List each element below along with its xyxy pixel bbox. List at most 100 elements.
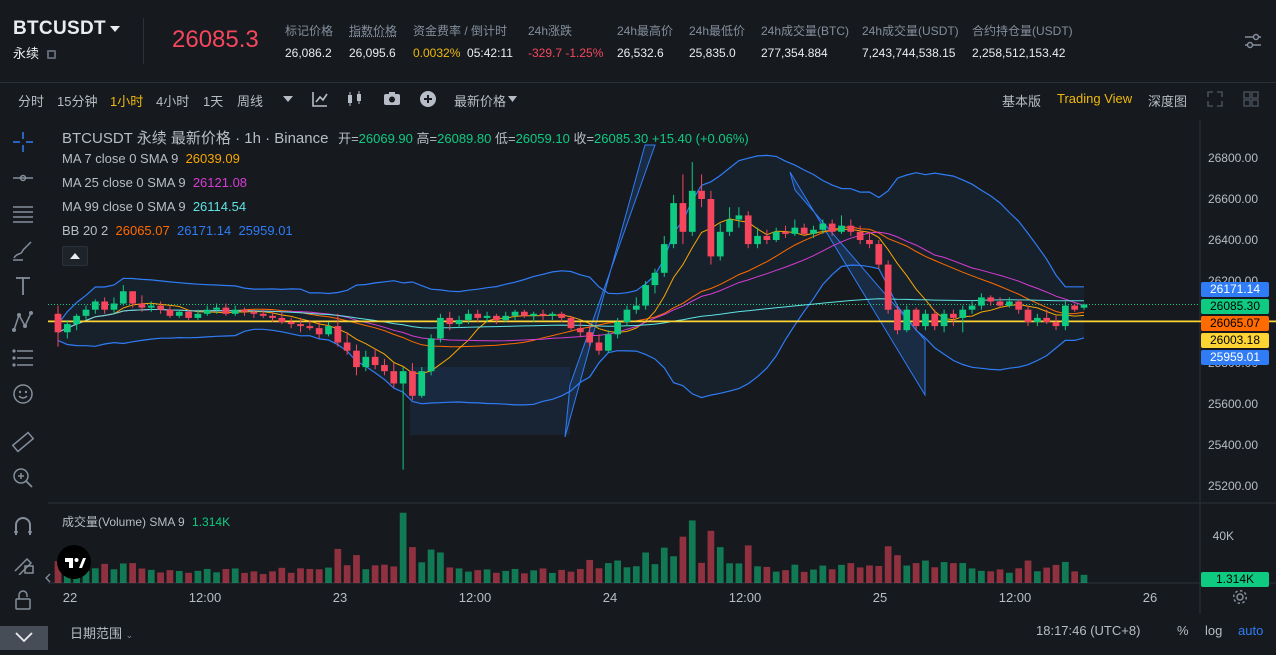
candle-body: [82, 309, 90, 316]
candle-body: [390, 371, 398, 384]
candle-body: [950, 313, 957, 318]
interval-1d[interactable]: 1天: [203, 94, 224, 109]
candle-body: [129, 291, 136, 304]
camera-icon[interactable]: [383, 91, 401, 106]
magnet-icon[interactable]: [11, 515, 35, 539]
candle-body: [194, 313, 202, 318]
stat-index-price[interactable]: 指数价格 26,095.6: [349, 24, 398, 60]
legend-ma7[interactable]: MA 7 close 0 SMA 9 26039.09: [62, 151, 240, 166]
volume-bar: [521, 573, 528, 583]
lock-drawings-icon[interactable]: [11, 551, 35, 575]
add-indicator-icon[interactable]: [420, 91, 436, 107]
auto-scale-button[interactable]: auto: [1238, 623, 1264, 638]
log-scale-button[interactable]: log: [1205, 623, 1223, 638]
candle-body: [63, 324, 71, 333]
bb-upper-line: [57, 154, 1084, 325]
fib-lines-icon[interactable]: [11, 202, 35, 226]
crosshair-icon[interactable]: [11, 130, 35, 154]
date-range-button[interactable]: 日期范围 ⌄: [70, 626, 134, 641]
candle-body: [539, 313, 547, 316]
view-basic[interactable]: 基本版: [1002, 94, 1042, 109]
contract-info-icon[interactable]: [47, 50, 57, 59]
candle-body: [800, 227, 808, 234]
funding-rate: 0.0032%: [413, 46, 461, 60]
volume-bar: [847, 563, 855, 583]
symbol-selector[interactable]: BTCUSDT 永续: [13, 18, 120, 61]
grid-layout-icon[interactable]: [1243, 91, 1259, 107]
trend-line-icon[interactable]: [11, 166, 35, 190]
volume-bar: [567, 571, 575, 583]
volume-bar: [875, 565, 883, 583]
tradingview-logo[interactable]: [57, 545, 91, 579]
candle-body: [698, 190, 705, 199]
indicator-chart-icon[interactable]: [312, 91, 328, 107]
interval-15m[interactable]: 15分钟: [57, 94, 98, 109]
volume-bar: [371, 565, 379, 583]
tradingview-logo-icon: [65, 558, 86, 568]
forecast-icon[interactable]: [11, 346, 35, 370]
candle-body: [371, 356, 379, 366]
chevron-down-icon[interactable]: [283, 96, 293, 102]
volume-bar: [315, 569, 323, 583]
lock-icon[interactable]: [11, 588, 35, 612]
candle-style-icon[interactable]: [346, 91, 364, 107]
zoom-in-icon[interactable]: [11, 466, 35, 490]
volume-bar: [707, 530, 715, 583]
volume-bar: [884, 546, 892, 583]
market-header: BTCUSDT 永续 26085.3 标记价格 26,086.2 指数价格 26…: [0, 0, 1276, 83]
candle-body: [623, 309, 631, 322]
interval-1h[interactable]: 1小时: [110, 94, 144, 109]
x-tick-label: 25: [873, 590, 887, 605]
interval-1w[interactable]: 周线: [237, 94, 264, 109]
candle-body: [987, 297, 995, 302]
chart-title: BTCUSDT 永续 最新价格 · 1h · Binance: [62, 130, 329, 147]
chevron-left-icon[interactable]: [44, 573, 52, 583]
volume-bar: [427, 549, 435, 583]
candle-body: [437, 317, 444, 339]
collapse-toolbar-button[interactable]: [0, 626, 48, 650]
candle-body: [586, 332, 594, 343]
volume-bar: [950, 563, 957, 583]
chevron-down-icon[interactable]: [110, 26, 120, 32]
candle-body: [791, 227, 799, 234]
stat-funding-rate: 资金费率 / 倒计时 0.0032% 05:42:11: [413, 24, 513, 60]
candle-body: [847, 225, 855, 232]
collapse-legend-button[interactable]: [62, 246, 88, 266]
interval-4h[interactable]: 4小时: [156, 94, 190, 109]
fullscreen-icon[interactable]: [1207, 91, 1223, 107]
view-depth[interactable]: 深度图: [1148, 94, 1188, 109]
legend-ma25[interactable]: MA 25 close 0 SMA 9 26121.08: [62, 175, 248, 190]
symbol-name[interactable]: BTCUSDT: [13, 18, 106, 39]
volume-bar: [54, 561, 62, 583]
volume-bar: [129, 563, 136, 583]
drawing-toolbar: [0, 120, 48, 650]
volume-bar: [166, 570, 174, 583]
volume-bar: [688, 520, 696, 583]
volume-bar: [91, 568, 99, 583]
brush-icon[interactable]: [11, 238, 35, 262]
settings-sliders-icon[interactable]: [1244, 33, 1262, 49]
volume-bar: [399, 512, 407, 583]
x-tick-label: 24: [603, 590, 617, 605]
chevron-down-icon[interactable]: [508, 96, 517, 102]
percent-scale-button[interactable]: %: [1177, 623, 1189, 638]
candle-body: [651, 272, 659, 286]
legend-bb[interactable]: BB 20 2 26065.07 26171.14 25959.01: [62, 223, 293, 238]
gear-icon[interactable]: [1232, 589, 1248, 605]
price-type-select[interactable]: 最新价格: [454, 94, 507, 109]
candle-body: [670, 203, 677, 245]
y-tick-label: 25600.00: [1208, 397, 1258, 411]
pattern-icon[interactable]: [11, 310, 35, 334]
volume-bar: [679, 536, 687, 583]
candle-body: [828, 223, 836, 232]
view-tradingview[interactable]: Trading View: [1057, 91, 1133, 106]
legend-ma99[interactable]: MA 99 close 0 SMA 9 26114.54: [62, 199, 247, 214]
interval-time[interactable]: 分时: [18, 94, 45, 109]
clock: 18:17:46 (UTC+8): [1036, 623, 1141, 638]
ruler-icon[interactable]: [11, 430, 35, 454]
volume-bar: [530, 570, 538, 583]
text-tool-icon[interactable]: [11, 274, 35, 298]
smiley-icon[interactable]: [11, 382, 35, 406]
candle-body: [521, 311, 528, 316]
candle-body: [175, 311, 183, 316]
